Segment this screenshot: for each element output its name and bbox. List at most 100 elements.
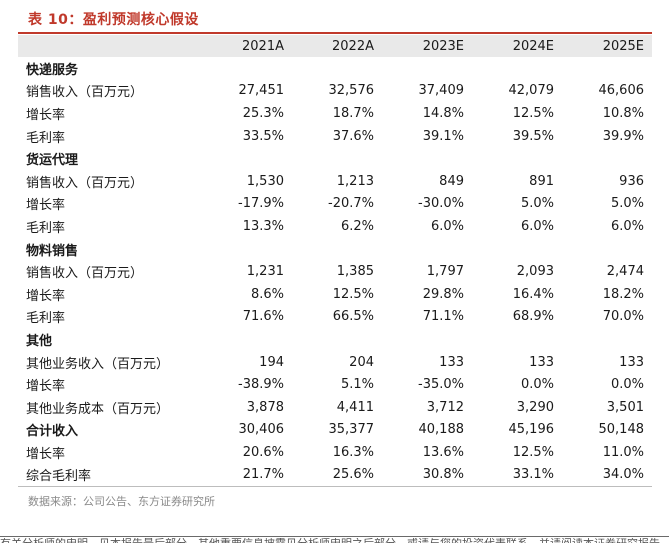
- value-cell: -20.7%: [328, 196, 374, 212]
- value-cell: 6.2%: [340, 218, 374, 234]
- value-cell: 18.7%: [332, 105, 374, 121]
- value-cell: [472, 57, 562, 80]
- value-cell: [292, 328, 382, 351]
- header-cell-2022a: 2022A: [332, 38, 374, 54]
- value-cell: 10.8%: [602, 105, 644, 121]
- table-row: 增长率 -17.9% -20.7% -30.0% 5.0% 5.0%: [18, 193, 652, 216]
- row-label: 增长率: [26, 198, 66, 214]
- table-bottom-rule: [18, 486, 652, 488]
- value-cell: [292, 147, 382, 170]
- value-cell: [472, 328, 562, 351]
- value-cell: 1,797: [426, 264, 464, 280]
- value-cell: 29.8%: [422, 286, 464, 302]
- row-label: 货运代理: [26, 153, 79, 169]
- value-cell: [472, 238, 562, 261]
- value-cell: -30.0%: [418, 196, 464, 212]
- value-cell: [292, 238, 382, 261]
- row-label: 毛利率: [26, 311, 66, 327]
- value-cell: 3,501: [606, 399, 644, 415]
- value-cell: [382, 238, 472, 261]
- value-cell: 18.2%: [602, 286, 644, 302]
- value-cell: 25.6%: [332, 467, 374, 483]
- value-cell: 13.3%: [242, 218, 284, 234]
- table-row: 销售收入（百万元） 1,231 1,385 1,797 2,093 2,474: [18, 260, 652, 283]
- table-body: 快递服务 销售收入（百万元） 27,451 32,576 37,409 42,079 46,…: [18, 57, 652, 486]
- row-label: 毛利率: [26, 220, 66, 236]
- value-cell: 3,290: [516, 399, 554, 415]
- value-cell: 71.1%: [422, 309, 464, 325]
- total-row: 合计收入 30,406 35,377 40,188 45,196 50,148: [18, 419, 652, 442]
- value-cell: 25.3%: [242, 105, 284, 121]
- value-cell: 1,213: [336, 173, 374, 189]
- row-label: 增长率: [26, 107, 66, 123]
- value-cell: 204: [349, 354, 374, 370]
- value-cell: 8.6%: [250, 286, 284, 302]
- value-cell: 21.7%: [242, 467, 284, 483]
- section-row: 其他: [18, 328, 652, 351]
- value-cell: 70.0%: [602, 309, 644, 325]
- row-label: 毛利率: [26, 130, 66, 146]
- value-cell: 33.5%: [242, 128, 284, 144]
- value-cell: 13.6%: [422, 444, 464, 460]
- value-cell: 133: [529, 354, 554, 370]
- value-cell: 14.8%: [422, 105, 464, 121]
- table-row: 增长率 20.6% 16.3% 13.6% 12.5% 11.0%: [18, 441, 652, 464]
- value-cell: 20.6%: [242, 444, 284, 460]
- row-label: 其他业务成本（百万元）: [26, 401, 170, 417]
- value-cell: 39.9%: [602, 128, 644, 144]
- forecast-table-container: 2021A 2022A 2023E 2024E 2025E 快递服务销售收入（百…: [18, 35, 652, 488]
- value-cell: 46,606: [598, 83, 645, 99]
- value-cell: 30.8%: [422, 467, 464, 483]
- value-cell: 68.9%: [512, 309, 554, 325]
- value-cell: [382, 147, 472, 170]
- table-row: 其他业务成本（百万元） 3,878 4,411 3,712 3,290 3,501: [18, 396, 652, 419]
- header-cell-2025e: 2025E: [602, 38, 644, 54]
- value-cell: 1,385: [336, 264, 374, 280]
- value-cell: 936: [619, 173, 644, 189]
- value-cell: 891: [529, 173, 554, 189]
- value-cell: -35.0%: [418, 377, 464, 393]
- table-row: 增长率 -38.9% 5.1% -35.0% 0.0% 0.0%: [18, 373, 652, 396]
- value-cell: 16.3%: [332, 444, 374, 460]
- value-cell: 194: [259, 354, 284, 370]
- value-cell: 6.0%: [520, 218, 554, 234]
- value-cell: [562, 238, 652, 261]
- section-row: 物料销售: [18, 238, 652, 261]
- table-header: 2021A 2022A 2023E 2024E 2025E: [18, 35, 652, 57]
- value-cell: 37,409: [418, 83, 465, 99]
- value-cell: 2,474: [606, 264, 644, 280]
- value-cell: 5.0%: [610, 196, 644, 212]
- value-cell: 12.5%: [512, 105, 554, 121]
- value-cell: [382, 57, 472, 80]
- table-row: 综合毛利率 21.7% 25.6% 30.8% 33.1% 34.0%: [18, 464, 652, 487]
- value-cell: 33.1%: [512, 467, 554, 483]
- value-cell: 2,093: [516, 264, 554, 280]
- value-cell: 35,377: [328, 422, 375, 438]
- row-label: 增长率: [26, 288, 66, 304]
- value-cell: 39.5%: [512, 128, 554, 144]
- row-label: 销售收入（百万元）: [26, 85, 144, 101]
- footer-divider: [0, 536, 669, 537]
- section-row: 快递服务: [18, 57, 652, 80]
- value-cell: [472, 147, 562, 170]
- data-source-note: 数据来源：公司公告、东方证券研究所: [28, 495, 215, 508]
- table-row: 毛利率 71.6% 66.5% 71.1% 68.9% 70.0%: [18, 306, 652, 329]
- row-label: 销售收入（百万元）: [26, 175, 144, 191]
- value-cell: 0.0%: [520, 377, 554, 393]
- header-cell-2024e: 2024E: [512, 38, 554, 54]
- table-row: 其他业务收入（百万元） 194 204 133 133 133: [18, 351, 652, 374]
- table-row: 增长率 25.3% 18.7% 14.8% 12.5% 10.8%: [18, 102, 652, 125]
- row-label: 其他业务收入（百万元）: [26, 356, 170, 372]
- table-row: 毛利率 33.5% 37.6% 39.1% 39.5% 39.9%: [18, 125, 652, 148]
- value-cell: 133: [439, 354, 464, 370]
- header-cell-2023e: 2023E: [422, 38, 464, 54]
- footer-disclaimer: 有关分析师的申明，见本报告最后部分。其他重要信息披露见分析师申明之后部分，或请与…: [0, 538, 669, 543]
- value-cell: 34.0%: [602, 467, 644, 483]
- table-row: 销售收入（百万元） 1,530 1,213 849 891 936: [18, 170, 652, 193]
- value-cell: [292, 57, 382, 80]
- value-cell: 12.5%: [512, 444, 554, 460]
- value-cell: 40,188: [418, 422, 465, 438]
- header-cell-label: [18, 35, 202, 57]
- row-label: 增长率: [26, 379, 66, 395]
- value-cell: 66.5%: [332, 309, 374, 325]
